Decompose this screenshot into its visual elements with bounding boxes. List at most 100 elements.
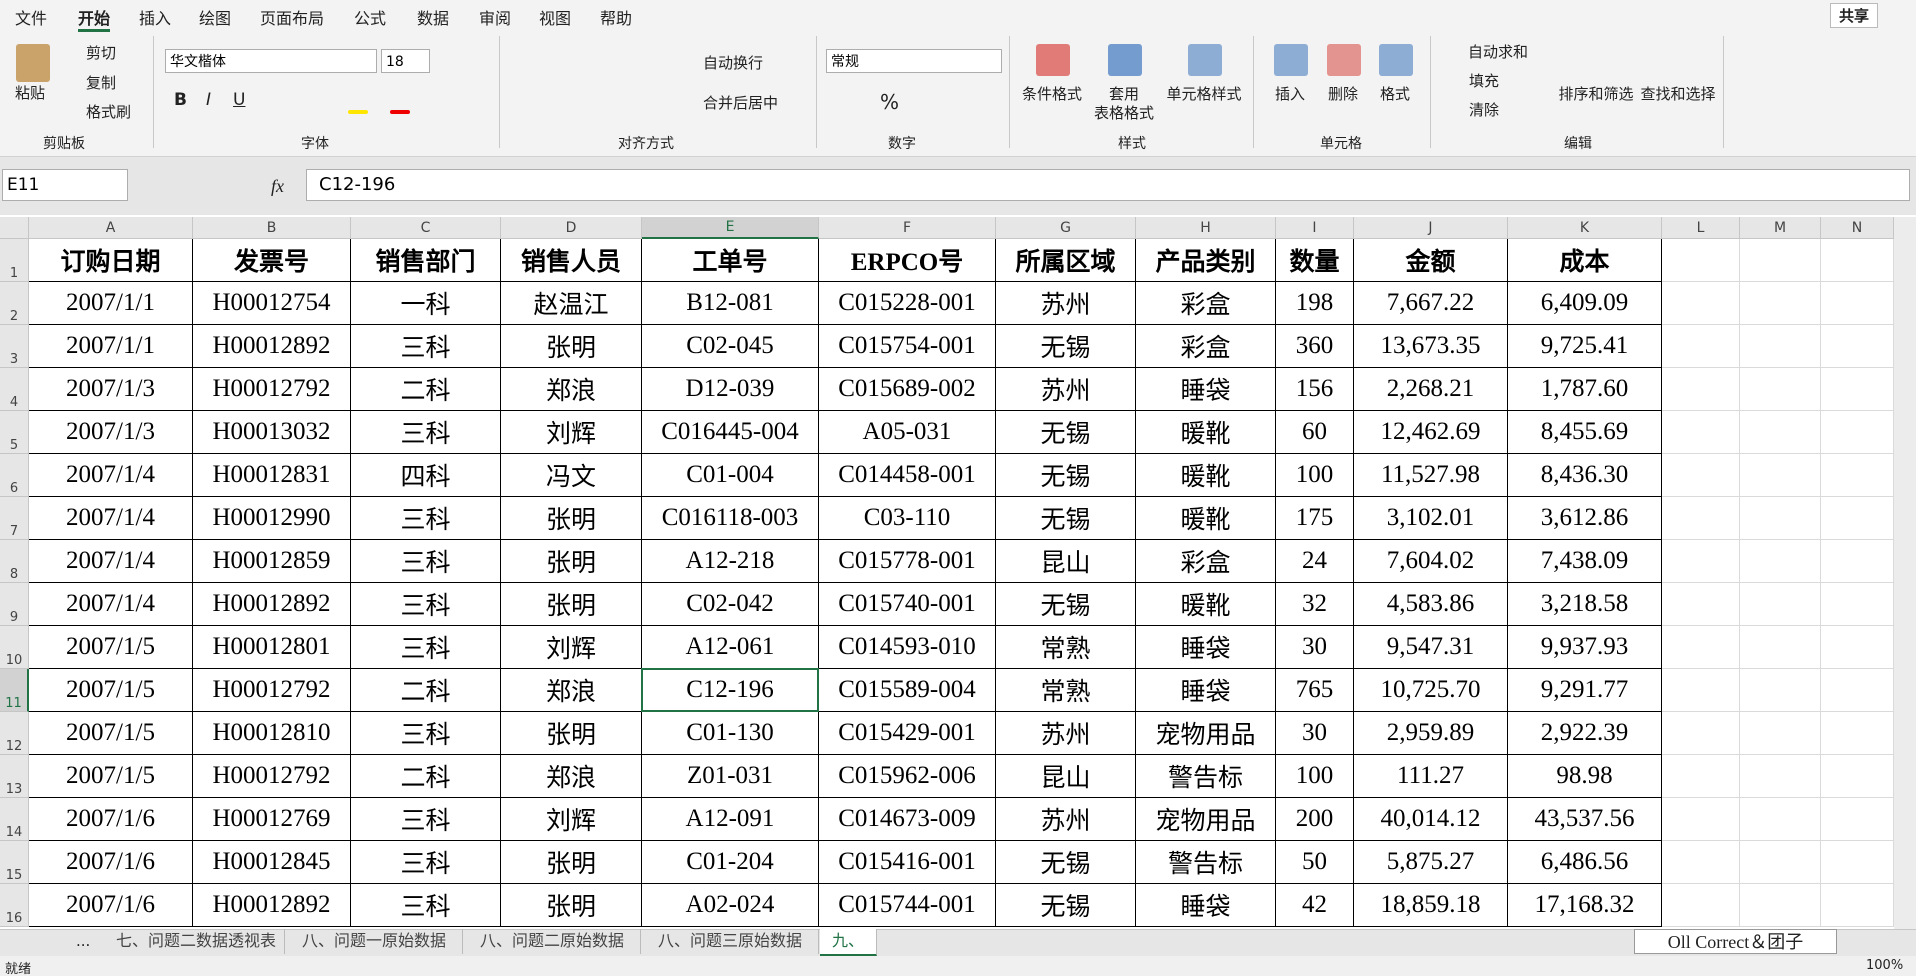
cell[interactable]: 8,455.69 — [1508, 411, 1662, 454]
column-header[interactable]: M — [1740, 217, 1821, 239]
cell[interactable]: 9,291.77 — [1508, 669, 1662, 712]
cell[interactable]: 3,612.86 — [1508, 497, 1662, 540]
cell[interactable]: 郑浪 — [501, 669, 642, 712]
cell[interactable]: C014593-010 — [819, 626, 996, 669]
cell[interactable] — [1662, 884, 1740, 927]
column-header[interactable]: H — [1136, 217, 1276, 239]
cell[interactable] — [1740, 755, 1821, 798]
cell[interactable]: 张明 — [501, 884, 642, 927]
header-cell[interactable]: 发票号 — [193, 239, 351, 282]
cell[interactable]: C015689-002 — [819, 368, 996, 411]
cell[interactable]: 三科 — [351, 540, 501, 583]
fill[interactable]: 填充 — [1469, 72, 1500, 90]
cell[interactable] — [1821, 583, 1894, 626]
delete[interactable]: 删除 — [1327, 85, 1359, 103]
cell[interactable]: C016445-004 — [642, 411, 819, 454]
cell[interactable]: 三科 — [351, 411, 501, 454]
cell[interactable] — [1662, 712, 1740, 755]
cell[interactable]: 冯文 — [501, 454, 642, 497]
header-cell[interactable] — [1821, 239, 1894, 282]
cell[interactable]: 360 — [1276, 325, 1354, 368]
cell[interactable]: 宠物用品 — [1136, 798, 1276, 841]
column-header[interactable]: G — [996, 217, 1136, 239]
cell[interactable]: 30 — [1276, 626, 1354, 669]
cell[interactable]: A12-218 — [642, 540, 819, 583]
cell[interactable]: 50 — [1276, 841, 1354, 884]
cell[interactable]: H00012892 — [193, 583, 351, 626]
percent[interactable]: % — [880, 90, 900, 114]
sheet-tab[interactable]: 七、问题二数据透视表 — [108, 929, 285, 954]
cell[interactable]: 42 — [1276, 884, 1354, 927]
cell[interactable]: C015416-001 — [819, 841, 996, 884]
cell[interactable]: 100 — [1276, 755, 1354, 798]
cell[interactable]: 三科 — [351, 497, 501, 540]
cell[interactable]: 彩盒 — [1136, 540, 1276, 583]
sheet-tab[interactable]: 八、问题一原始数据 — [286, 929, 463, 954]
cell[interactable]: 7,438.09 — [1508, 540, 1662, 583]
cell[interactable]: 三科 — [351, 325, 501, 368]
sort-filter[interactable]: 排序和筛选 — [1558, 85, 1634, 103]
column-header[interactable]: N — [1821, 217, 1894, 239]
row-header[interactable]: 7 — [0, 497, 29, 540]
cell[interactable]: 三科 — [351, 884, 501, 927]
column-header[interactable]: J — [1354, 217, 1508, 239]
cell[interactable]: 张明 — [501, 841, 642, 884]
cell[interactable] — [1821, 411, 1894, 454]
cell[interactable] — [1821, 282, 1894, 325]
cell[interactable]: 郑浪 — [501, 368, 642, 411]
row-header[interactable]: 4 — [0, 368, 29, 411]
cell[interactable] — [1740, 712, 1821, 755]
cell[interactable]: 2007/1/3 — [29, 368, 193, 411]
header-cell[interactable]: 所属区域 — [996, 239, 1136, 282]
cut[interactable]: 剪切 — [86, 44, 117, 62]
cell[interactable]: H00012810 — [193, 712, 351, 755]
row-header[interactable]: 13 — [0, 755, 29, 798]
cell[interactable]: C01-130 — [642, 712, 819, 755]
cell[interactable]: A02-024 — [642, 884, 819, 927]
cell[interactable]: 2007/1/6 — [29, 841, 193, 884]
cell[interactable]: H00012892 — [193, 325, 351, 368]
cell[interactable]: 2007/1/5 — [29, 755, 193, 798]
cell[interactable] — [1662, 454, 1740, 497]
cell[interactable] — [1821, 626, 1894, 669]
cell[interactable]: 宠物用品 — [1136, 712, 1276, 755]
row-header[interactable]: 8 — [0, 540, 29, 583]
cell[interactable]: 睡袋 — [1136, 669, 1276, 712]
cell[interactable]: 2007/1/4 — [29, 540, 193, 583]
format-as-table[interactable]: 套用 — [1108, 85, 1140, 103]
cell[interactable]: 2007/1/5 — [29, 712, 193, 755]
cell[interactable]: 200 — [1276, 798, 1354, 841]
menu-tab[interactable]: 文件 — [15, 9, 48, 28]
menu-tab[interactable]: 公式 — [354, 9, 387, 28]
cell[interactable]: C01-204 — [642, 841, 819, 884]
cell[interactable]: 3,102.01 — [1354, 497, 1508, 540]
cell-styles[interactable]: 单元格样式 — [1166, 85, 1242, 103]
cell[interactable]: C015589-004 — [819, 669, 996, 712]
header-cell[interactable]: 成本 — [1508, 239, 1662, 282]
cell[interactable] — [1740, 626, 1821, 669]
cell[interactable]: H00012859 — [193, 540, 351, 583]
more-tabs[interactable]: ... — [76, 932, 91, 950]
cell[interactable]: 2007/1/4 — [29, 454, 193, 497]
cell[interactable]: 二科 — [351, 755, 501, 798]
cell[interactable]: H00012754 — [193, 282, 351, 325]
cell[interactable]: 6,486.56 — [1508, 841, 1662, 884]
cell[interactable]: 暖靴 — [1136, 497, 1276, 540]
paste[interactable]: 粘贴 — [15, 84, 46, 102]
cell[interactable] — [1662, 325, 1740, 368]
format-painter[interactable]: 格式刷 — [86, 103, 132, 121]
cell[interactable]: 2007/1/1 — [29, 325, 193, 368]
cell[interactable]: 苏州 — [996, 712, 1136, 755]
font-size[interactable]: 18 — [381, 49, 430, 73]
sheet-tab[interactable]: 八、问题三原始数据 — [642, 929, 819, 954]
cell[interactable]: H00013032 — [193, 411, 351, 454]
cell[interactable] — [1662, 626, 1740, 669]
cell[interactable]: H00012831 — [193, 454, 351, 497]
header-cell[interactable]: 销售人员 — [501, 239, 642, 282]
cell[interactable]: 11,527.98 — [1354, 454, 1508, 497]
cell[interactable]: A05-031 — [819, 411, 996, 454]
cell[interactable]: B12-081 — [642, 282, 819, 325]
cell[interactable] — [1821, 540, 1894, 583]
cell[interactable]: A12-061 — [642, 626, 819, 669]
header-cell[interactable]: 数量 — [1276, 239, 1354, 282]
